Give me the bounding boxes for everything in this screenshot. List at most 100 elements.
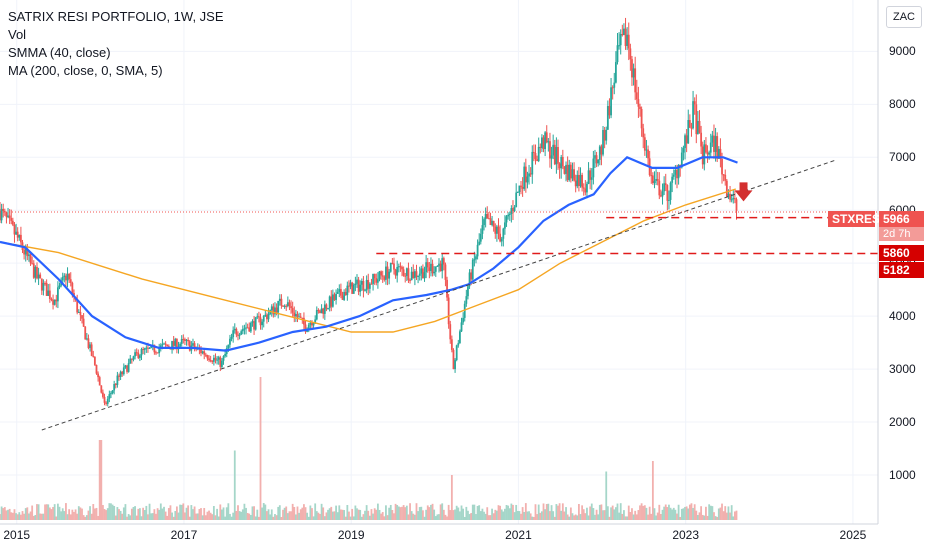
volume-bar bbox=[179, 504, 182, 520]
currency-button[interactable]: ZAC bbox=[886, 6, 922, 28]
candle-body bbox=[185, 339, 188, 341]
candle-body bbox=[370, 283, 373, 285]
volume-bar bbox=[565, 507, 567, 520]
volume-bar bbox=[613, 509, 616, 520]
candle-body bbox=[433, 271, 436, 274]
volume-bar bbox=[97, 515, 99, 520]
candle-body bbox=[259, 317, 262, 326]
volume-bar bbox=[37, 504, 40, 520]
volume-bar bbox=[53, 504, 56, 520]
candle-body bbox=[484, 213, 487, 220]
volume-bar bbox=[433, 509, 436, 520]
candle-body bbox=[483, 219, 485, 226]
candle-body bbox=[135, 352, 138, 354]
candle-body bbox=[439, 263, 442, 272]
volume-bar bbox=[119, 510, 122, 520]
volume-bar bbox=[450, 475, 453, 520]
candle-body bbox=[108, 394, 111, 399]
volume-bar bbox=[385, 505, 387, 520]
candle-body bbox=[438, 263, 440, 266]
candle-body bbox=[729, 193, 731, 200]
price-tick-label: 1000 bbox=[889, 468, 916, 482]
candle-body bbox=[660, 195, 662, 197]
candle-body bbox=[294, 314, 297, 317]
candle-body bbox=[688, 119, 691, 128]
volume-bar bbox=[402, 505, 405, 520]
price-tick-label: 7000 bbox=[889, 150, 916, 165]
candle-body bbox=[193, 343, 196, 349]
volume-bar bbox=[627, 505, 630, 520]
volume-bar bbox=[15, 513, 17, 520]
candle-body bbox=[360, 280, 363, 285]
volume-bar bbox=[708, 504, 711, 520]
volume-bar bbox=[122, 507, 125, 520]
volume-bar bbox=[155, 513, 157, 520]
volume-bar bbox=[574, 514, 577, 520]
candle-body bbox=[132, 356, 135, 360]
volume-bar bbox=[79, 507, 82, 520]
candle-body bbox=[39, 274, 42, 279]
volume-bar bbox=[688, 504, 691, 520]
candle-body bbox=[238, 334, 241, 336]
volume-bar bbox=[507, 505, 510, 520]
volume-bar bbox=[29, 511, 32, 520]
volume-bar bbox=[50, 509, 53, 520]
volume-bar bbox=[0, 506, 3, 520]
volume-bar bbox=[63, 511, 66, 520]
volume-bar bbox=[124, 504, 127, 520]
candle-body bbox=[171, 341, 173, 350]
candle-body bbox=[233, 328, 236, 331]
candle-body bbox=[147, 347, 149, 349]
volume-bar bbox=[614, 507, 617, 520]
volume-bar bbox=[362, 514, 365, 520]
candle-body bbox=[356, 279, 358, 284]
candle-body bbox=[545, 132, 548, 143]
candle-body bbox=[118, 375, 120, 377]
candle-body bbox=[430, 263, 432, 271]
candle-body bbox=[315, 310, 318, 320]
volume-bar bbox=[582, 509, 585, 520]
volume-bar bbox=[196, 513, 199, 520]
volume-bar bbox=[28, 513, 30, 520]
volume-bar bbox=[618, 512, 621, 520]
volume-bar bbox=[288, 511, 291, 520]
candle-body bbox=[479, 233, 482, 242]
volume-bar bbox=[695, 510, 698, 520]
candle-body bbox=[48, 290, 51, 299]
volume-bar bbox=[61, 508, 64, 520]
volume-bar bbox=[544, 509, 547, 520]
candle-body bbox=[335, 293, 337, 300]
candle-body bbox=[658, 180, 661, 196]
candle-body bbox=[550, 155, 553, 159]
volume-bar bbox=[634, 510, 637, 520]
candle-body bbox=[560, 157, 563, 169]
candle-body bbox=[111, 390, 114, 394]
candle-body bbox=[327, 308, 329, 310]
volume-bar bbox=[52, 507, 54, 520]
candle-body bbox=[222, 356, 225, 361]
volume-bar bbox=[209, 512, 212, 520]
volume-bar bbox=[484, 513, 487, 520]
candle-body bbox=[467, 286, 469, 297]
candle-body bbox=[204, 354, 207, 356]
volume-bar bbox=[413, 514, 416, 520]
candle-body bbox=[446, 279, 448, 298]
volume-bar bbox=[504, 508, 506, 520]
candle-body bbox=[581, 174, 584, 188]
volume-bar bbox=[8, 508, 11, 520]
candle-body bbox=[468, 272, 471, 287]
candle-body bbox=[230, 337, 233, 339]
candle-body bbox=[600, 146, 603, 155]
candle-body bbox=[524, 166, 527, 183]
candle-body bbox=[669, 182, 672, 200]
volume-bar bbox=[510, 503, 513, 520]
candle-body bbox=[388, 271, 391, 279]
volume-bar bbox=[417, 511, 419, 520]
volume-bar bbox=[475, 514, 477, 520]
candle-body bbox=[410, 271, 413, 281]
volume-bar bbox=[672, 507, 675, 520]
volume-bar bbox=[26, 507, 29, 520]
candle-body bbox=[240, 331, 243, 335]
candle-body bbox=[8, 215, 11, 219]
